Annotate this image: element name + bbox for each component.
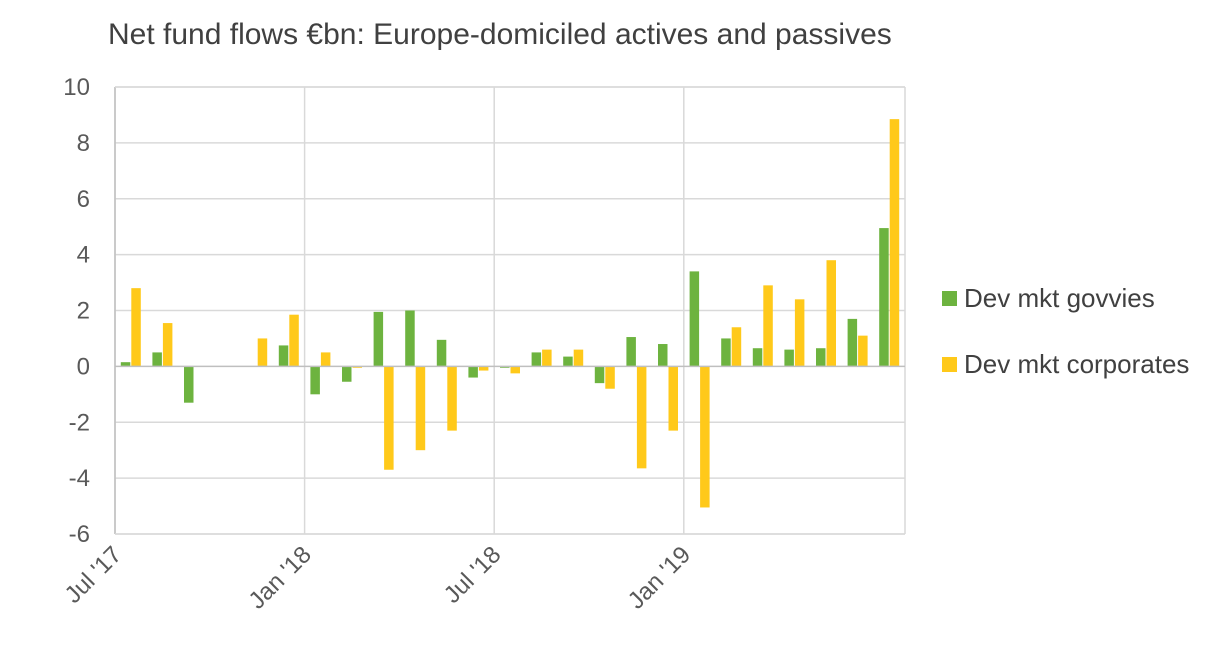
bar-govvies: [278, 345, 289, 367]
bar-govvies: [468, 366, 478, 378]
bar-corporates: [794, 299, 805, 367]
bar-govvies: [405, 310, 415, 367]
bar-corporates: [858, 335, 868, 367]
y-tick-label: 0: [77, 353, 90, 380]
x-tick-label: Jul '17: [60, 541, 128, 609]
legend-label-corporates: Dev mkt corporates: [964, 348, 1190, 379]
bar-govvies: [436, 339, 447, 367]
bar-govvies: [879, 228, 889, 367]
y-tick-label: 10: [63, 74, 90, 101]
bar-corporates: [573, 349, 584, 367]
legend-swatch-govvies: [942, 290, 957, 306]
y-tick-label: -6: [69, 521, 90, 548]
x-axis-ticks: Jul '17 Jan '18 Jul '18 Jan '19: [60, 541, 696, 614]
legend-swatch-corporates: [942, 356, 957, 372]
bar-govvies: [658, 344, 668, 367]
y-tick-label: -4: [69, 465, 90, 492]
y-tick-label: 4: [77, 242, 90, 269]
bar-corporates: [763, 285, 773, 367]
bar-corporates: [162, 323, 173, 367]
bar-govvies: [594, 366, 605, 384]
chart-title: Net fund flows €bn: Europe-domiciled act…: [108, 18, 892, 51]
legend-label-govvies: Dev mkt govvies: [964, 282, 1155, 313]
bar-govvies: [152, 352, 162, 367]
bar-govvies: [816, 348, 826, 367]
bar-govvies: [310, 366, 320, 395]
y-axis-ticks: 10 8 6 4 2 0 -2 -4 -6: [63, 74, 90, 548]
bar-corporates: [478, 366, 489, 371]
bar-govvies: [784, 349, 794, 367]
legend-item-govvies: Dev mkt govvies: [942, 280, 1189, 316]
y-tick-label: 2: [77, 298, 90, 325]
bars: [120, 119, 900, 508]
bar-govvies: [721, 338, 731, 367]
bar-corporates: [289, 314, 299, 367]
bar-govvies: [626, 337, 636, 367]
bar-govvies: [752, 348, 763, 367]
bar-corporates: [257, 338, 268, 367]
legend-item-corporates: Dev mkt corporates: [942, 346, 1189, 382]
bar-corporates: [605, 366, 615, 389]
gridlines: [114, 86, 906, 535]
y-tick-label: 8: [77, 130, 90, 157]
x-tick-label: Jan '18: [244, 541, 317, 614]
legend: Dev mkt govvies Dev mkt corporates: [942, 280, 1189, 412]
bar-corporates: [131, 288, 141, 367]
axes: [114, 86, 905, 535]
y-tick-label: 6: [77, 186, 90, 213]
x-tick-label: Jul '18: [439, 541, 507, 609]
x-tick-label: Jan '19: [623, 541, 696, 614]
bar-govvies: [120, 362, 131, 367]
bar-govvies: [531, 352, 542, 367]
bar-govvies: [184, 366, 194, 403]
bar-corporates: [731, 327, 742, 367]
bar-govvies: [373, 311, 384, 367]
bar-govvies: [342, 366, 352, 382]
bar-corporates: [384, 366, 394, 470]
bar-corporates: [415, 366, 426, 451]
bar-govvies: [689, 271, 700, 367]
bar-corporates: [668, 366, 678, 431]
bar-corporates: [447, 366, 457, 431]
y-tick-label: -2: [69, 409, 90, 436]
bar-corporates: [542, 349, 552, 367]
bar-govvies: [563, 356, 573, 367]
bar-corporates: [510, 366, 520, 374]
bar-corporates: [889, 119, 900, 367]
bar-corporates: [826, 260, 836, 367]
bar-govvies: [847, 318, 858, 367]
bar-corporates: [320, 352, 331, 367]
bar-corporates: [700, 366, 710, 508]
bar-corporates: [636, 366, 647, 469]
